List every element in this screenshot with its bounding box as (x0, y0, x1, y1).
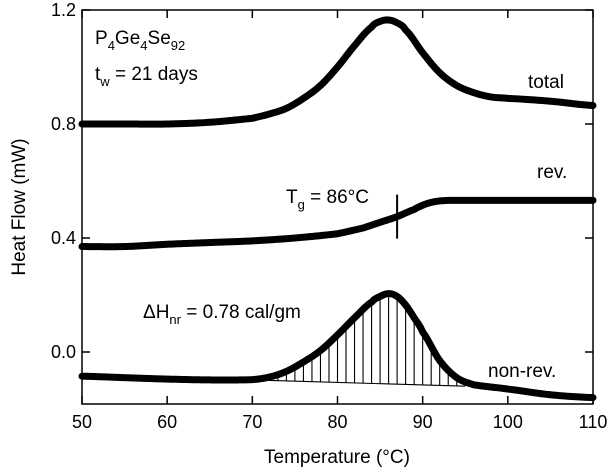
series-label-rev: rev. (537, 162, 567, 183)
x-tick-label: 80 (327, 412, 347, 432)
integration-hatching (252, 293, 466, 387)
y-tick-label: 0.0 (51, 342, 76, 362)
y-axis-title: Heat Flow (mW) (9, 138, 30, 275)
series-nonrev-line (78, 290, 597, 402)
x-tick-label: 100 (493, 412, 523, 432)
y-tick-label: 0.8 (51, 114, 76, 134)
y-tick-label: 0.4 (51, 228, 76, 248)
tg-annotation: Tg = 86°C (286, 187, 369, 212)
series-layer (78, 16, 597, 402)
x-axis-title: Temperature (°C) (264, 447, 410, 468)
axis-ticks: 50 60 70 80 90 100 110 0.0 0.4 0.8 1.2 (51, 0, 607, 432)
series-label-nonrev: non-rev. (488, 361, 556, 382)
series-label-total: total (528, 72, 564, 93)
dh-annotation: ΔHnr = 0.78 cal/gm (143, 302, 301, 327)
y-tick-label: 1.2 (51, 0, 76, 20)
tw-annotation: tw = 21 days (95, 64, 198, 89)
series-rev-line (78, 196, 597, 251)
x-tick-label: 70 (242, 412, 262, 432)
sample-annotation: P4Ge4Se92 (95, 28, 185, 53)
x-tick-label: 50 (72, 412, 92, 432)
x-tick-label: 60 (157, 412, 177, 432)
x-tick-label: 110 (579, 412, 607, 432)
series-total-line (78, 16, 597, 128)
integration-baseline (252, 379, 466, 387)
x-tick-label: 90 (413, 412, 433, 432)
